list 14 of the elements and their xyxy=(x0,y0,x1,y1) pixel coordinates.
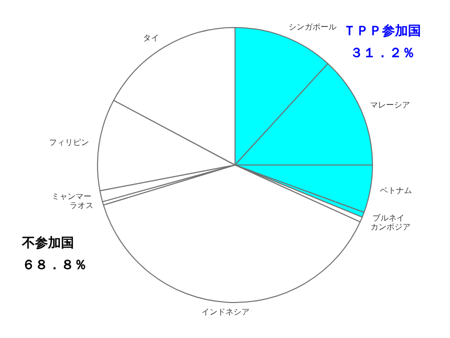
slice-label: タイ xyxy=(143,34,160,43)
text: ３１．２％ xyxy=(350,46,415,62)
slice-label: インドネシア xyxy=(201,307,250,316)
text: ６８．８％ xyxy=(22,258,87,274)
slice-label: シンガポール xyxy=(288,22,336,32)
slice-label: ベトナム xyxy=(380,186,412,195)
slice-label: ブルネイ xyxy=(372,214,404,223)
slice-label: ラオス xyxy=(69,201,94,210)
slice-label: マレーシア xyxy=(370,100,410,110)
text: 不参加国 xyxy=(22,236,74,252)
slice-label: フィリピン xyxy=(49,138,90,147)
slice-label: ミャンマー xyxy=(51,192,92,202)
slice-label: カンボジア xyxy=(370,222,410,232)
text: ＴＰＰ参加国 xyxy=(343,24,421,40)
